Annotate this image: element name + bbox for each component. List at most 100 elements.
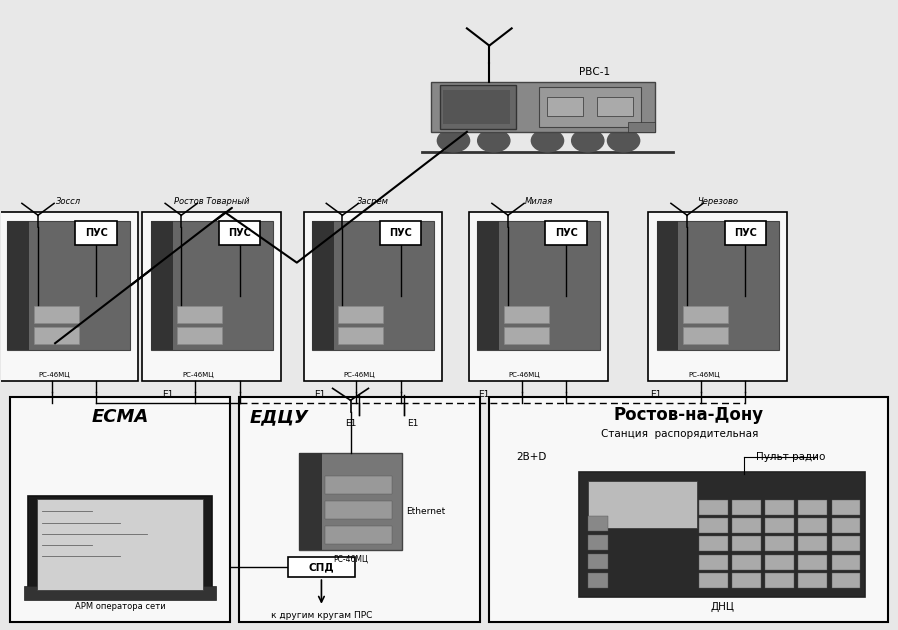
Text: Пульт радио: Пульт радио: [755, 452, 825, 462]
Text: E1: E1: [650, 390, 662, 399]
Bar: [596, 98, 632, 116]
Bar: [539, 87, 641, 127]
Bar: [545, 221, 587, 244]
Bar: [588, 554, 608, 569]
Bar: [325, 476, 392, 494]
Bar: [325, 526, 392, 544]
Bar: [7, 221, 129, 350]
Bar: [732, 500, 761, 515]
Text: E1: E1: [345, 419, 357, 428]
Bar: [7, 221, 30, 350]
Bar: [431, 82, 655, 132]
Bar: [798, 536, 827, 551]
Text: ЕДЦУ: ЕДЦУ: [250, 408, 308, 426]
Bar: [798, 554, 827, 570]
Bar: [732, 554, 761, 570]
Bar: [489, 396, 887, 622]
Bar: [34, 306, 79, 323]
Bar: [28, 496, 212, 593]
Bar: [75, 221, 117, 244]
Text: РС-46МЦ: РС-46МЦ: [509, 372, 541, 378]
Text: ПУС: ПУС: [555, 228, 577, 238]
Bar: [700, 554, 727, 570]
Bar: [288, 557, 355, 577]
Text: Милая: Милая: [524, 197, 552, 207]
Bar: [504, 327, 549, 343]
Text: РС-46МЦ: РС-46МЦ: [688, 372, 719, 378]
Text: РС-46МЦ: РС-46МЦ: [333, 555, 368, 564]
Bar: [588, 517, 608, 531]
Text: Станция  распорядительная: Станция распорядительная: [601, 429, 758, 439]
Bar: [588, 573, 608, 588]
Bar: [219, 221, 260, 244]
Bar: [732, 536, 761, 551]
Bar: [832, 573, 860, 588]
Bar: [832, 518, 860, 533]
Circle shape: [478, 129, 510, 152]
Text: E1: E1: [314, 390, 326, 399]
Bar: [325, 501, 392, 518]
Text: Ethernet: Ethernet: [407, 507, 445, 516]
Bar: [656, 221, 679, 350]
Text: Зоссл: Зоссл: [56, 197, 81, 207]
Bar: [656, 221, 779, 350]
Bar: [304, 212, 443, 381]
Text: E1: E1: [408, 419, 418, 428]
Bar: [312, 221, 434, 350]
Bar: [339, 327, 383, 343]
Bar: [765, 573, 794, 588]
Bar: [312, 221, 334, 350]
Bar: [143, 212, 281, 381]
Bar: [798, 573, 827, 588]
Bar: [798, 518, 827, 533]
Text: Черезово: Черезово: [697, 197, 738, 207]
Bar: [440, 85, 516, 129]
Bar: [732, 573, 761, 588]
Bar: [23, 586, 216, 600]
Circle shape: [572, 129, 603, 152]
Bar: [765, 500, 794, 515]
Bar: [765, 536, 794, 551]
Circle shape: [437, 129, 470, 152]
Text: ПУС: ПУС: [389, 228, 412, 238]
Bar: [478, 221, 600, 350]
Bar: [765, 518, 794, 533]
Text: Ростов-на-Дону: Ростов-на-Дону: [613, 406, 763, 424]
Bar: [37, 499, 203, 590]
Bar: [683, 306, 728, 323]
Bar: [700, 536, 727, 551]
Text: РС-46МЦ: РС-46МЦ: [182, 372, 214, 378]
Bar: [798, 500, 827, 515]
Text: СПД: СПД: [309, 562, 334, 572]
Bar: [299, 453, 321, 550]
Circle shape: [607, 129, 639, 152]
Text: ПУС: ПУС: [84, 228, 108, 238]
Bar: [151, 221, 273, 350]
Bar: [548, 98, 584, 116]
Bar: [832, 536, 860, 551]
Bar: [339, 306, 383, 323]
Bar: [700, 518, 727, 533]
Text: ДНЦ: ДНЦ: [710, 602, 734, 612]
Text: РС-46МЦ: РС-46МЦ: [39, 372, 70, 378]
Bar: [700, 500, 727, 515]
Bar: [469, 212, 608, 381]
Bar: [588, 535, 608, 550]
Bar: [832, 500, 860, 515]
Bar: [628, 122, 655, 132]
Bar: [478, 221, 499, 350]
Text: ПУС: ПУС: [734, 228, 757, 238]
Bar: [443, 90, 510, 124]
Bar: [380, 221, 421, 244]
Bar: [11, 396, 230, 622]
Bar: [177, 327, 222, 343]
Text: ПУС: ПУС: [228, 228, 251, 238]
Bar: [588, 481, 697, 529]
Text: E1: E1: [163, 390, 173, 399]
Bar: [34, 327, 79, 343]
Text: ЕСМА: ЕСМА: [92, 408, 149, 426]
Text: E1: E1: [478, 390, 489, 399]
Text: к другим кругам ПРС: к другим кругам ПРС: [270, 611, 372, 620]
Bar: [765, 554, 794, 570]
Bar: [732, 518, 761, 533]
